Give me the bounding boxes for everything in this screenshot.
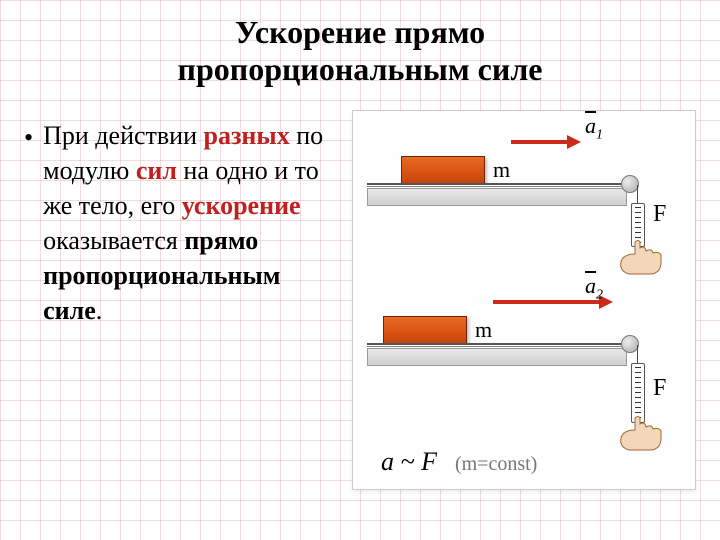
dynamometer	[631, 363, 645, 423]
t4: сил	[136, 156, 177, 185]
string-vertical	[637, 345, 638, 363]
formula-note: (m=const)	[455, 453, 537, 476]
bullet-dot: •	[24, 118, 33, 329]
m-label: m	[493, 157, 510, 183]
body-row: • При действии разных по модулю сил на о…	[24, 110, 696, 490]
text-column: • При действии разных по модулю сил на о…	[24, 110, 344, 490]
t1: При действии	[43, 121, 203, 150]
track	[367, 183, 627, 213]
t6: ускорение	[182, 191, 301, 220]
bullet-text: При действии разных по модулю сил на одн…	[43, 118, 344, 329]
title-line2: пропорциональным силе	[178, 51, 543, 87]
mass-block	[383, 316, 467, 344]
t9: .	[96, 296, 103, 325]
force-label: F	[653, 375, 666, 402]
title-line1: Ускорение прямо	[235, 14, 485, 50]
t2: разных	[204, 121, 290, 150]
acceleration-arrow-icon	[511, 135, 581, 157]
formula-main: a ~ F	[381, 447, 437, 477]
force-label: F	[653, 201, 666, 228]
slide-content: Ускорение прямо пропорциональным силе • …	[0, 0, 720, 540]
a-label: a1	[585, 113, 603, 143]
experiment-1: a1mF	[353, 121, 695, 271]
string-vertical	[637, 185, 638, 203]
formula: a ~ F (m=const)	[381, 447, 537, 477]
physics-diagram: a1 m Fa2 m F a ~ F (m=const)	[352, 110, 696, 490]
a-label: a2	[585, 273, 603, 303]
track	[367, 343, 627, 373]
mass-block	[401, 156, 485, 184]
t7: оказывается	[43, 226, 184, 255]
experiment-2: a2mF	[353, 281, 695, 431]
slide-title: Ускорение прямо пропорциональным силе	[24, 14, 696, 88]
m-label: m	[475, 317, 492, 343]
bullet-item: • При действии разных по модулю сил на о…	[24, 118, 344, 329]
hand-icon	[615, 239, 663, 277]
hand-icon	[615, 415, 663, 453]
